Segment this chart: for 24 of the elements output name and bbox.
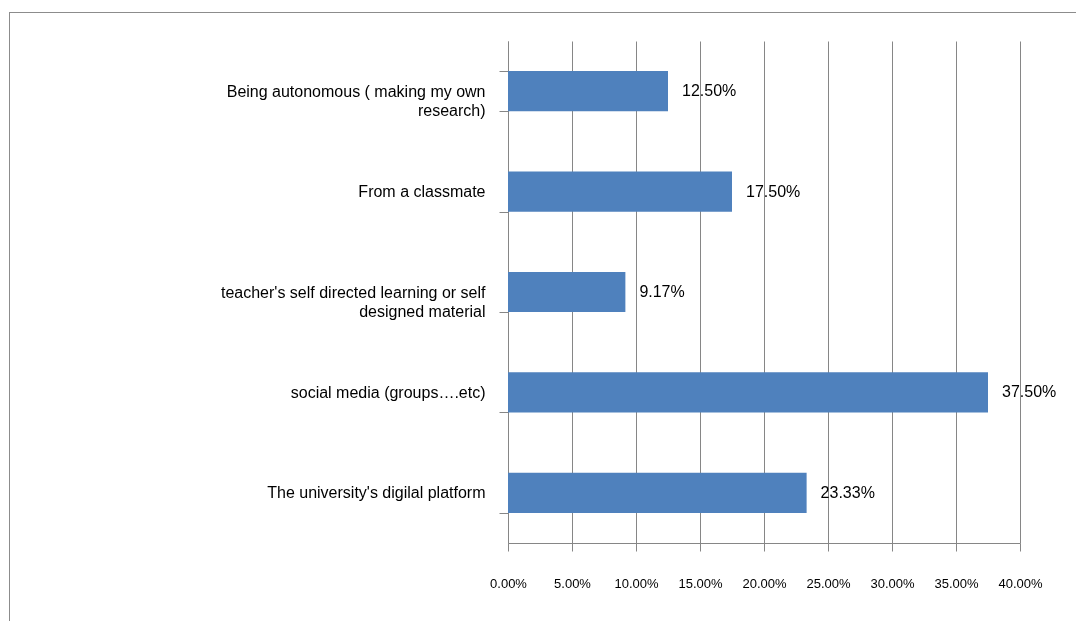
bar (508, 372, 988, 413)
x-tick-label: 25.00% (806, 575, 851, 591)
bar (508, 271, 626, 313)
y-tick-label: teacher's self directed learning or self designed material (220, 283, 487, 320)
data-label: 37.50% (1002, 383, 1057, 401)
x-tick-label: 10.00% (614, 575, 659, 591)
x-tick-label: 20.00% (742, 575, 787, 591)
data-label: 9.17% (639, 283, 685, 300)
data-label: 23.33% (820, 483, 875, 501)
data-label: 12.50% (682, 82, 737, 100)
y-tick-label: Being autonomous ( making my own research) (226, 82, 486, 119)
data-label: 17.50% (746, 182, 801, 200)
x-tick-label: 5.00% (554, 575, 592, 591)
x-tick-label: 0.00% (490, 575, 528, 591)
bar (508, 71, 668, 112)
x-tick-label: 40.00% (998, 575, 1043, 591)
bar (508, 472, 807, 513)
bar (508, 171, 732, 212)
y-tick-label: From a classmate (358, 183, 486, 201)
x-tick-label: 15.00% (678, 575, 723, 591)
x-tick-label: 30.00% (870, 575, 915, 591)
y-tick-label: social media (groups….etc) (290, 383, 486, 401)
x-tick-label: 35.00% (934, 575, 979, 591)
y-tick-label: The university's digilal platform (267, 484, 486, 502)
